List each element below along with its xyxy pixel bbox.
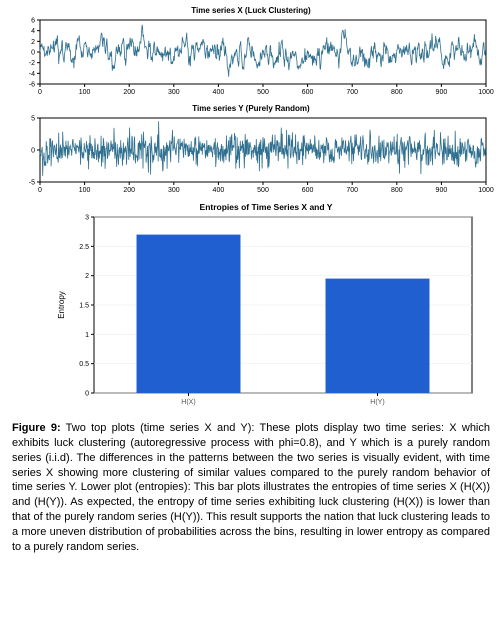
svg-text:-5: -5 [29,180,35,187]
svg-text:H(X): H(X) [181,399,195,406]
svg-text:500: 500 [257,187,269,194]
svg-text:0: 0 [31,148,35,155]
caption-text: Two top plots (time series X and Y): The… [12,422,490,553]
caption-label: Figure 9: [12,422,61,434]
svg-text:700: 700 [346,89,358,96]
svg-text:800: 800 [391,187,403,194]
timeseries-y-panel: Time series Y (Purely Random) -505010020… [8,104,494,196]
entropy-bar-chart: 0 0.5 1 1.5 2 2.5 3 Entropy H(X) H(Y) [52,213,480,409]
svg-text:2.5: 2.5 [79,244,89,251]
svg-text:5: 5 [31,116,35,123]
svg-text:0: 0 [85,391,89,398]
svg-text:1.5: 1.5 [79,303,89,310]
svg-text:1000: 1000 [478,187,494,194]
svg-text:2: 2 [85,273,89,280]
svg-text:300: 300 [168,187,180,194]
timeseries-x-chart: -6 -4 -2 0 2 4 6 0 100 200 300 400 500 600 700 800 900 10… [8,16,494,98]
svg-text:0: 0 [38,187,42,194]
figure-panel: Time series X (Luck Clustering) -6 -4 -2 0 2… [8,6,494,555]
svg-text:2: 2 [31,39,35,46]
svg-text:200: 200 [123,187,135,194]
svg-text:1000: 1000 [478,89,494,96]
timeseries-y-title: Time series Y (Purely Random) [8,104,494,113]
svg-text:100: 100 [79,89,91,96]
figure-caption: Figure 9: Two top plots (time series X a… [8,419,494,555]
svg-text:600: 600 [302,89,314,96]
svg-text:200: 200 [123,89,135,96]
svg-text:H(Y): H(Y) [370,399,384,406]
entropy-bar-panel: Entropies of Time Series X and Y 0 0.5 1 1.… [52,202,480,409]
timeseries-x-title: Time series X (Luck Clustering) [8,6,494,15]
svg-text:4: 4 [31,28,35,35]
svg-text:-6: -6 [29,82,35,89]
svg-text:300: 300 [168,89,180,96]
svg-text:3: 3 [85,215,89,222]
svg-text:100: 100 [79,187,91,194]
timeseries-y-chart: -50501002003004005006007008009001000 [8,114,494,196]
svg-text:-4: -4 [29,71,35,78]
svg-text:800: 800 [391,89,403,96]
svg-text:900: 900 [436,187,448,194]
svg-text:0.5: 0.5 [79,361,89,368]
svg-text:900: 900 [436,89,448,96]
svg-text:6: 6 [31,18,35,25]
svg-text:0: 0 [31,50,35,57]
svg-text:-2: -2 [29,60,35,67]
svg-text:0: 0 [38,89,42,96]
svg-text:Entropy: Entropy [57,291,66,319]
svg-text:400: 400 [213,187,225,194]
svg-text:500: 500 [257,89,269,96]
svg-text:700: 700 [346,187,358,194]
svg-text:400: 400 [213,89,225,96]
svg-text:1: 1 [85,332,89,339]
timeseries-x-panel: Time series X (Luck Clustering) -6 -4 -2 0 2… [8,6,494,98]
svg-text:600: 600 [302,187,314,194]
entropy-chart-title: Entropies of Time Series X and Y [52,202,480,212]
